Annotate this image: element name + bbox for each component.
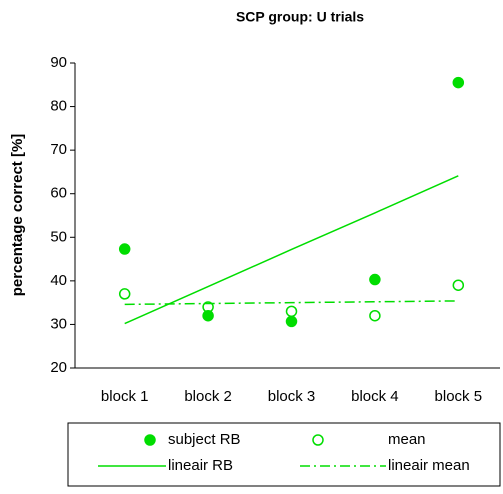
- y-tick-label: 40: [50, 272, 67, 289]
- y-tick-label: 60: [50, 185, 67, 202]
- trend-line: [124, 300, 459, 306]
- legend-label: lineair RB: [168, 457, 233, 474]
- legend-marker: [144, 434, 156, 446]
- data-point: [452, 279, 465, 291]
- data-point: [369, 309, 381, 322]
- legend-label: mean: [388, 431, 426, 448]
- y-tick-label: 70: [50, 141, 67, 158]
- data-point: [452, 76, 465, 89]
- legend-marker: [312, 434, 324, 446]
- y-tick-label: 20: [50, 359, 67, 376]
- x-tick-label: block 1: [101, 388, 149, 405]
- y-tick-label: 30: [50, 315, 67, 332]
- x-tick-label: block 4: [351, 388, 399, 405]
- y-tick-label: 50: [50, 228, 67, 245]
- y-axis-label: percentage correct [%]: [9, 134, 26, 297]
- legend-label: lineair mean: [388, 457, 470, 474]
- legend-box: [67, 422, 501, 487]
- chart-title: SCP group: U trials: [236, 9, 364, 25]
- data-point: [285, 305, 298, 318]
- data-point: [118, 243, 131, 255]
- data-point: [118, 288, 131, 300]
- data-point: [285, 315, 298, 328]
- x-tick-label: block 2: [184, 388, 232, 405]
- y-tick-label: 90: [50, 54, 67, 71]
- data-point: [202, 301, 214, 313]
- data-point: [369, 273, 381, 286]
- legend-label: subject RB: [168, 431, 241, 448]
- y-tick-label: 80: [50, 98, 67, 115]
- x-tick-label: block 3: [268, 388, 316, 405]
- data-point: [202, 309, 214, 322]
- x-tick-label: block 5: [435, 388, 483, 405]
- trend-line: [124, 175, 459, 325]
